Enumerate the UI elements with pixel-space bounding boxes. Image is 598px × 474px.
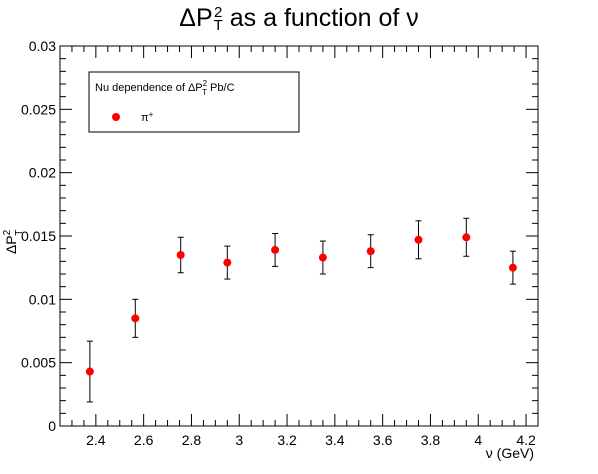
y-tick-label: 0.005 — [21, 355, 56, 371]
legend-header: Nu dependence of ΔP2 T Pb/C — [95, 79, 235, 97]
legend-marker — [112, 113, 120, 121]
data-point — [131, 314, 140, 323]
legend-box — [88, 71, 300, 133]
x-tick-label: 3.6 — [373, 432, 393, 448]
x-axis-label: ν (GeV) — [486, 445, 534, 461]
data-point — [508, 263, 517, 272]
y-tick-label: 0.03 — [29, 38, 56, 54]
y-tick-label: 0.025 — [21, 101, 56, 117]
data-point — [366, 247, 375, 256]
y-tick-label: 0.02 — [29, 165, 56, 181]
x-tick-label: 2.8 — [182, 432, 202, 448]
x-tick-label: 2.4 — [86, 432, 106, 448]
data-point — [318, 253, 327, 262]
data-point — [223, 258, 232, 267]
y-tick-label: 0.01 — [29, 291, 56, 307]
x-tick-label: 3.4 — [325, 432, 345, 448]
x-tick-label: 3 — [235, 432, 243, 448]
x-tick-label: 4.2 — [516, 432, 536, 448]
y-tick-label: 0.015 — [21, 228, 56, 244]
chart-title: ΔP2 T as a function of ν — [179, 3, 419, 35]
data-point — [271, 245, 280, 254]
data-point — [85, 367, 94, 376]
x-tick-label: 3.8 — [421, 432, 441, 448]
data-point — [462, 233, 471, 242]
legend-series-label: π+ — [141, 110, 154, 124]
x-tick-label: 4 — [474, 432, 482, 448]
y-axis-label: ΔP2T — [2, 229, 25, 254]
x-tick-label: 3.2 — [277, 432, 297, 448]
x-tick-label: 2.6 — [134, 432, 154, 448]
y-tick-label: 0 — [48, 418, 56, 434]
data-point — [414, 235, 423, 244]
data-point — [176, 251, 185, 259]
